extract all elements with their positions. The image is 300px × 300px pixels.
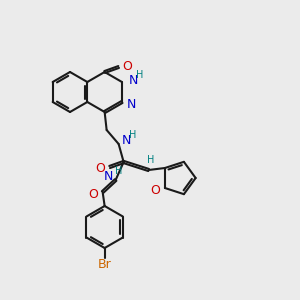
Text: H: H [129, 130, 136, 140]
Text: N: N [103, 170, 112, 184]
Text: N: N [129, 74, 138, 86]
Text: H: H [115, 166, 122, 176]
Text: O: O [95, 163, 105, 176]
Text: Br: Br [98, 257, 112, 271]
Text: O: O [88, 188, 98, 200]
Text: H: H [147, 155, 154, 165]
Text: O: O [150, 184, 160, 197]
Text: N: N [127, 98, 136, 112]
Text: H: H [136, 70, 143, 80]
Text: O: O [123, 59, 133, 73]
Text: N: N [122, 134, 131, 148]
